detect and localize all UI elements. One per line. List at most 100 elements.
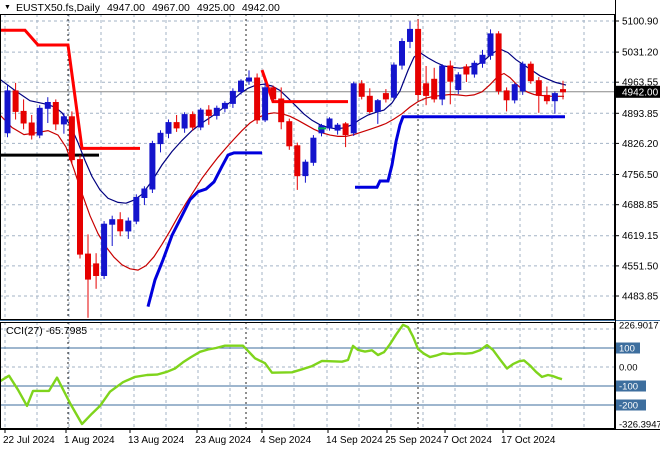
price-axis-label: 4826.20 <box>622 139 659 150</box>
candle <box>213 107 220 116</box>
candle <box>68 116 75 161</box>
candle <box>519 63 526 92</box>
candle <box>447 65 454 82</box>
candle <box>221 102 228 109</box>
candle <box>149 143 156 190</box>
cci-axis-label: -326.3947 <box>619 420 660 431</box>
ohlc-high: 4967.00 <box>151 1 190 14</box>
candle <box>36 107 43 136</box>
time-axis: 22 Jul 2024 1 Aug 2024 13 Aug 2024 23 Aug 2… <box>3 430 556 446</box>
time-axis-label: 13 Aug 2024 <box>128 435 185 446</box>
cci-axis-label: -100 <box>619 382 638 393</box>
candle <box>342 123 349 136</box>
candle <box>133 197 140 222</box>
time-axis-label: 25 Sep 2024 <box>385 435 442 446</box>
candle <box>382 93 389 100</box>
time-axis-label: 7 Oct 2024 <box>443 435 492 446</box>
candle <box>20 110 27 124</box>
candle <box>535 80 542 96</box>
candle <box>205 109 212 116</box>
candle <box>302 161 309 177</box>
candle <box>358 83 365 97</box>
candle <box>125 220 132 232</box>
candle <box>423 83 430 96</box>
time-axis-label: 1 Aug 2024 <box>64 435 115 446</box>
candle <box>439 65 446 100</box>
ma-slow-line <box>0 72 564 271</box>
candle <box>399 41 405 66</box>
candle <box>44 102 51 109</box>
candle <box>101 223 108 276</box>
candle <box>374 100 381 112</box>
time-axis-label: 14 Sep 2024 <box>326 435 383 446</box>
candle <box>254 77 261 121</box>
candle <box>560 89 566 93</box>
candle <box>85 253 91 280</box>
price-axis-label: 4483.85 <box>622 292 659 303</box>
candle <box>173 122 180 129</box>
indicator-lines-layer <box>0 28 567 307</box>
price-axis-label: 4963.55 <box>622 78 659 89</box>
candle <box>278 98 285 123</box>
cci-indicator-label: CCI(27) -65.7985 <box>6 325 87 337</box>
candle <box>28 122 35 136</box>
cci-name: CCI(27) <box>6 325 43 337</box>
candle <box>270 87 277 100</box>
candle <box>238 80 244 92</box>
candle <box>326 118 333 129</box>
candle <box>77 159 83 255</box>
candle <box>165 122 172 134</box>
price-axis-label: 4619.15 <box>622 231 659 242</box>
cci-line <box>0 323 563 426</box>
price-axis-label: 4756.50 <box>622 170 659 181</box>
candle <box>366 95 373 113</box>
ohlc-low: 4925.00 <box>196 1 235 14</box>
candle <box>495 33 502 92</box>
candle <box>60 116 67 125</box>
candle <box>294 145 301 177</box>
candle <box>407 28 413 42</box>
candle <box>463 66 470 75</box>
candle <box>181 114 188 129</box>
time-axis-label: 4 Sep 2024 <box>260 435 312 446</box>
current-price-chip <box>616 85 660 98</box>
candle <box>93 263 100 276</box>
candle <box>390 64 397 98</box>
candle <box>286 121 293 147</box>
candle <box>334 124 341 131</box>
price-axis-label: 4893.85 <box>622 109 659 120</box>
cci-axis-label: 100 <box>619 344 635 355</box>
candle <box>109 219 116 225</box>
candles-layer <box>4 19 566 318</box>
candle <box>455 74 462 91</box>
price-axis-label: 4688.85 <box>622 200 659 211</box>
time-axis-label: 17 Oct 2024 <box>501 435 556 446</box>
chart-title-bar: ▼ EUSTX50.fs,Daily 4947.00 4967.00 4925.… <box>4 1 280 14</box>
cci-axis-label: 226.9017 <box>619 321 659 332</box>
candle <box>197 109 204 128</box>
candle <box>229 90 236 104</box>
price-axis: 5100.90 5031.20 4963.55 4893.85 4826.20 4756.… <box>615 17 660 303</box>
trend-stop-down-line <box>0 28 140 150</box>
candle <box>12 90 19 112</box>
candle <box>503 90 510 101</box>
price-axis-label: 4551.50 <box>622 261 659 272</box>
candle <box>189 114 196 128</box>
candle <box>141 188 148 198</box>
candle <box>431 78 438 100</box>
candle <box>246 77 252 82</box>
current-price-label: 4942.00 <box>622 87 659 98</box>
candle <box>511 84 518 101</box>
candle <box>471 62 478 75</box>
candle <box>262 87 269 121</box>
candle <box>350 83 357 134</box>
cci-axis-label: -200 <box>619 401 638 412</box>
candle <box>487 33 494 56</box>
candle <box>117 219 124 232</box>
chart-collapse-icon[interactable]: ▼ <box>4 4 11 11</box>
price-axis-label: 5031.20 <box>622 48 659 59</box>
cci-axis-label: 0.00 <box>619 363 638 374</box>
trend-stop-up-line <box>146 151 262 307</box>
